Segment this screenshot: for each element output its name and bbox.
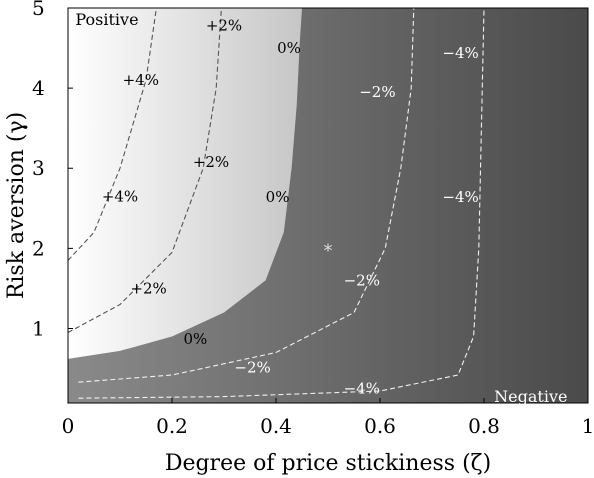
y-tick-label: 1 (32, 316, 45, 340)
contour-line-minus2pct (78, 8, 415, 383)
contour-label-minus2pct: −2% (359, 83, 395, 101)
x-tick-label: 0.8 (468, 414, 500, 438)
contour-label-0pct: 0% (277, 39, 301, 57)
contour-label-minus4pct: −4% (442, 44, 478, 62)
contour-label-0pct: 0% (266, 188, 290, 206)
y-tick-label: 5 (32, 0, 45, 20)
axes: 0 0.2 0.4 0.6 0.8 1 1 2 3 4 5 (32, 0, 594, 438)
contour-label-plus2pct: +2% (130, 279, 166, 297)
x-tick-label: 1 (582, 414, 594, 438)
contour-label-plus2pct: +2% (193, 153, 229, 171)
contour-label-minus4pct: −4% (442, 188, 478, 206)
plot-frame (67, 7, 589, 404)
positive-region (68, 8, 302, 359)
contour-label-minus4pct: −4% (344, 380, 380, 398)
contour-line-minus4pct (78, 8, 485, 399)
annotations: Positive Negative +4% +4% +2% +2% +2% 0% 0% 0% −2%… (75, 10, 567, 406)
contour-line-plus4pct (68, 8, 157, 261)
contour-label-minus2pct: −2% (344, 271, 380, 289)
calibration-marker: * (324, 240, 333, 261)
contour-label-0pct: 0% (184, 330, 208, 348)
contour-label-plus4pct: +4% (123, 71, 159, 89)
x-tick-label: 0 (62, 414, 75, 438)
y-tick-label: 4 (32, 76, 45, 100)
region-label-positive: Positive (75, 10, 138, 29)
contour-label-plus2pct: +2% (206, 17, 242, 35)
x-tick-label: 0.4 (260, 414, 292, 438)
contour-lines (68, 8, 485, 399)
y-axis-title: Risk aversion (γ) (4, 112, 29, 299)
y-tick-label: 2 (32, 236, 45, 260)
x-tick-label: 0.2 (156, 414, 188, 438)
contour-line-plus2pct (68, 8, 222, 333)
x-tick-label: 0.6 (364, 414, 396, 438)
region-label-negative: Negative (494, 387, 567, 406)
contour-label-plus4pct: +4% (102, 187, 138, 205)
y-tick-label: 3 (32, 156, 45, 180)
x-axis-title: Degree of price stickiness (ζ) (165, 451, 491, 476)
plot-area (68, 8, 588, 403)
contour-label-minus2pct: −2% (234, 359, 270, 377)
